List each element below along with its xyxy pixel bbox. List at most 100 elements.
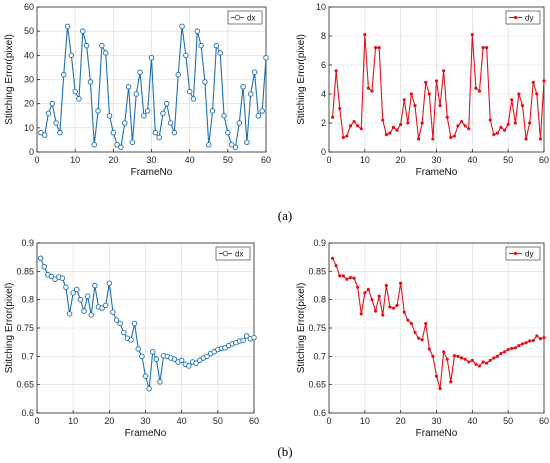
data-point-a-dx-39 [186,88,193,95]
data-point-b-dy-50 [510,346,514,350]
data-point-a-dy-10 [366,86,371,90]
legend-box-b-dx [215,246,251,261]
legend-marker-a-dy [513,15,518,20]
data-point-a-dx-24 [129,139,136,146]
data-point-b-dy-17 [391,306,396,310]
data-point-b-dy-55 [528,339,532,343]
data-point-a-dy-25 [420,121,424,125]
x-tick-label-b-dy-6: 60 [539,416,549,426]
y-tick-label-b-dx-1: 0.65 [16,380,34,390]
data-point-a-dy-16 [388,131,392,135]
y-tick-label-b-dx-6: 0.9 [21,238,34,248]
chart-b-dy: 0 10 20 30 40 50 60 0.6 0.65 0.7 0.75 0.8 0.85 0.9 Fra… [296,238,549,439]
x-tick-label-a-dy-1: 10 [360,155,370,165]
data-point-a-dy-47 [499,125,503,129]
data-point-a-dx-45 [209,108,216,114]
data-point-a-dx-30 [152,129,159,136]
data-point-b-dx-26 [131,320,138,327]
data-point-b-dy-9 [363,291,367,295]
data-point-b-dy-30 [438,387,442,391]
legend-box-a-dy [505,10,541,25]
data-point-b-dy-3 [341,274,345,278]
data-point-b-dy-5 [348,275,353,280]
data-point-a-dy-23 [413,104,417,108]
y-tick-label-a-dx-5: 50 [24,26,34,36]
data-point-b-dy-41 [477,364,482,368]
data-point-a-dx-51 [232,144,239,150]
y-tick-label-b-dx-2: 0.7 [21,351,34,361]
data-point-b-dy-26 [424,321,428,326]
data-point-a-dx-47 [217,50,223,56]
y-tick-label-a-dy-0: 0 [321,147,326,157]
data-point-b-dy-49 [506,347,510,352]
x-tick-label-a-dy-5: 50 [503,155,513,165]
x-tick-label-a-dx-4: 40 [185,155,195,165]
data-point-b-dx-3 [48,273,55,280]
data-point-a-dy-4 [345,134,349,138]
data-point-a-dy-38 [467,127,471,131]
data-point-a-dx-27 [141,112,147,119]
data-point-a-dy-50 [510,98,514,102]
data-point-b-dy-11 [370,298,374,302]
x-tick-label-b-dx-5: 50 [213,416,223,426]
data-point-a-dx-11 [80,28,86,34]
data-point-b-dy-10 [366,287,371,292]
y-tick-label-b-dy-3: 0.75 [308,323,326,333]
data-point-b-dy-21 [406,318,410,322]
x-tick-label-a-dy-6: 60 [539,155,549,165]
data-point-a-dy-35 [456,124,460,128]
data-point-b-dx-7 [63,284,69,290]
data-point-b-dy-51 [513,346,517,350]
data-point-a-dy-20 [402,98,406,102]
data-point-a-dy-54 [524,137,528,141]
data-point-a-dy-39 [470,32,474,37]
x-tick-label-a-dx-1: 10 [70,155,80,165]
data-point-b-dx-19 [106,280,113,286]
data-point-b-dy-54 [524,341,528,345]
data-point-a-dx-18 [106,112,113,119]
data-point-a-dx-19 [110,129,117,136]
data-point-b-dy-1 [334,264,338,268]
data-point-b-dx-32 [153,356,160,362]
data-point-b-dx-17 [99,305,105,311]
y-tick-label-a-dy-4: 8 [321,31,326,41]
data-point-a-dy-33 [449,135,453,140]
data-point-a-dy-12 [373,46,378,50]
data-point-b-dy-32 [445,357,449,361]
caption-a: (a) [278,208,292,223]
data-point-a-dx-46 [213,42,220,49]
data-point-a-dx-44 [205,141,212,148]
data-point-a-dx-25 [133,91,139,97]
data-point-a-dy-8 [359,127,363,131]
data-point-a-dy-19 [399,122,403,127]
data-point-b-dy-4 [345,277,349,281]
data-point-b-dx-31 [149,349,156,355]
data-point-a-dx-41 [194,28,201,34]
data-point-a-dx-21 [118,144,124,150]
data-point-a-dx-59 [263,55,269,61]
data-point-b-dx-14 [88,312,94,318]
data-point-a-dy-14 [381,118,385,122]
data-point-b-dy-58 [538,337,543,341]
data-point-a-dx-28 [144,108,151,114]
data-point-b-dy-47 [499,351,503,356]
data-point-b-dx-56 [240,337,246,344]
data-point-b-dx-29 [142,373,149,379]
data-point-b-dy-48 [502,350,507,354]
data-point-a-dx-42 [198,42,204,49]
data-point-b-dx-57 [244,333,250,339]
data-point-a-dy-9 [363,32,367,37]
x-tick-label-b-dx-4: 40 [177,416,187,426]
data-point-a-dx-43 [202,79,208,85]
data-point-a-dy-52 [517,92,521,96]
x-tick-label-a-dy-0: 0 [326,155,331,165]
data-point-b-dy-40 [474,362,478,366]
data-point-b-dx-41 [186,363,192,369]
data-point-a-dx-23 [125,83,132,90]
data-point-b-dy-39 [470,358,474,362]
data-point-b-dy-6 [352,276,356,280]
data-point-b-dx-21 [113,317,120,323]
data-point-b-dx-13 [84,293,91,300]
y-axis-label-b-dy: Stitching Error(pixel) [296,283,307,374]
data-point-a-dy-37 [463,124,467,128]
